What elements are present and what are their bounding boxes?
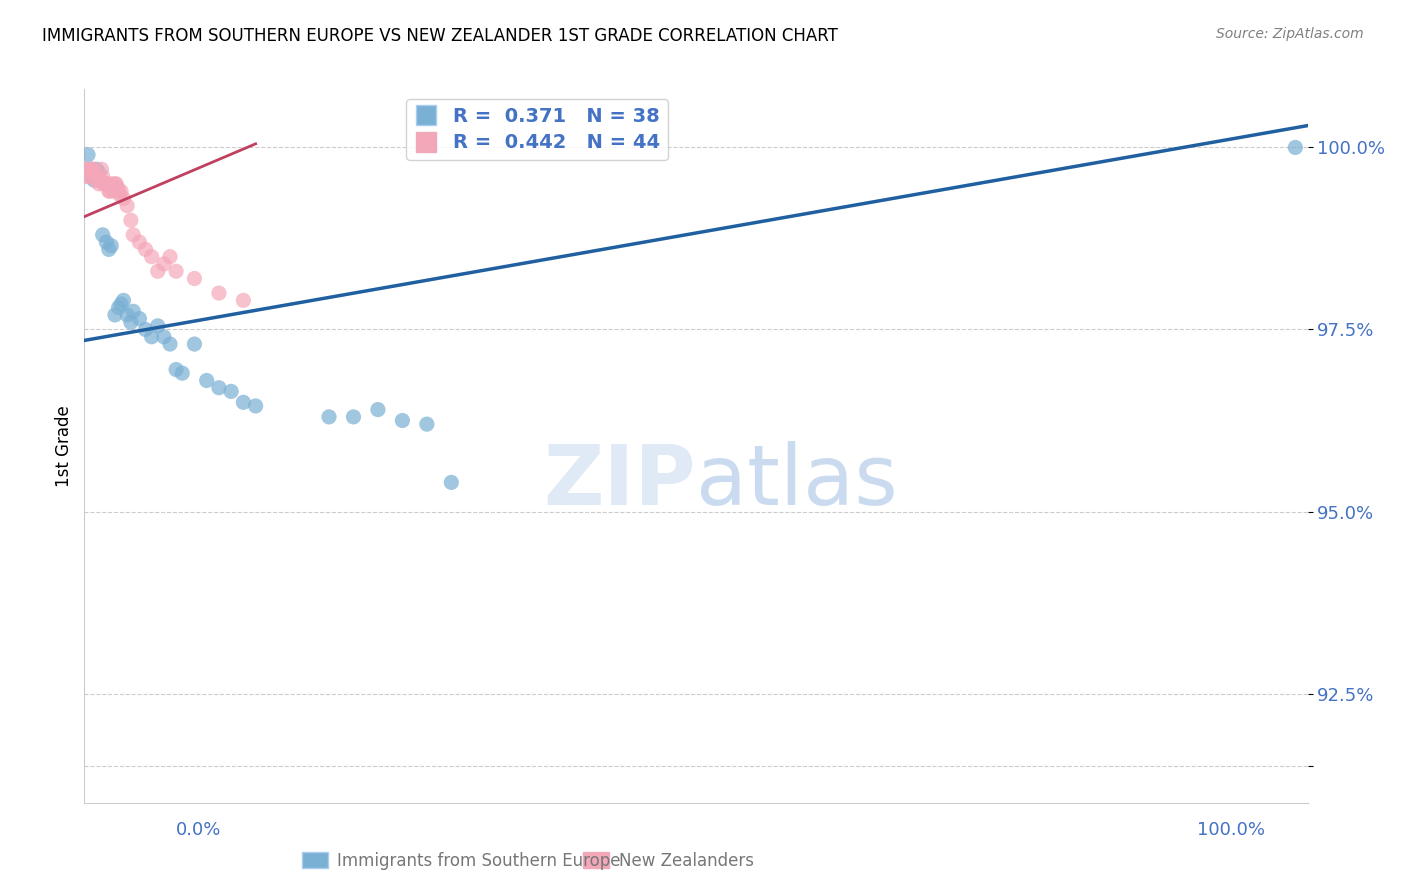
Point [100,239,122,253]
Point [219,384,242,399]
Point [89,173,111,187]
Point [232,395,254,409]
Point [87,169,110,184]
Point [97,177,120,191]
Point [183,337,205,351]
Point [141,330,163,344]
Point [165,264,187,278]
Point [98,184,121,198]
Point [83,173,105,187]
Point [172,366,194,380]
Text: Immigrants from Southern Europe: Immigrants from Southern Europe [337,852,621,870]
Text: 0.0%: 0.0% [176,821,221,838]
Point [367,402,389,417]
Point [115,308,138,322]
Point [135,243,157,257]
Point [208,381,231,395]
Point [75,162,97,177]
Point [79,162,101,177]
Point [110,297,132,311]
Point [165,362,187,376]
Point [195,374,218,388]
Point [100,177,122,191]
Point [96,235,118,249]
Point [416,417,439,432]
Point [79,169,101,184]
Point [80,162,103,177]
Text: Source: ZipAtlas.com: Source: ZipAtlas.com [1216,27,1364,41]
Point [159,337,181,351]
Point [232,293,254,308]
Point [87,177,110,191]
Point [122,227,145,242]
Point [97,243,120,257]
Point [153,257,176,271]
Point [120,213,142,227]
Point [77,162,100,177]
Legend: R =  0.371   N = 38, R =  0.442   N = 44: R = 0.371 N = 38, R = 0.442 N = 44 [406,99,668,161]
Point [93,177,115,191]
Point [91,169,114,184]
Point [159,250,181,264]
Point [120,315,142,329]
Point [391,413,413,427]
Point [105,177,128,191]
Point [104,177,127,191]
Point [97,184,120,198]
Text: ZIP: ZIP [544,442,696,522]
Point [141,250,163,264]
Point [107,301,129,315]
Point [128,311,150,326]
Point [153,330,176,344]
Point [146,264,169,278]
Point [135,322,157,336]
Text: atlas: atlas [696,442,897,522]
Point [108,187,131,202]
Point [77,169,100,184]
Point [110,184,132,198]
Point [245,399,267,413]
Point [86,173,108,187]
Point [80,162,103,177]
Text: New Zealanders: New Zealanders [619,852,754,870]
Point [342,409,364,424]
Point [440,475,463,490]
Point [146,318,169,333]
Point [94,177,117,191]
Point [84,169,107,184]
Point [107,184,129,198]
Point [76,169,98,184]
Point [115,199,138,213]
Point [128,235,150,249]
Point [112,191,135,205]
Point [104,308,127,322]
Y-axis label: 1st Grade: 1st Grade [55,405,73,487]
Point [122,304,145,318]
Point [90,162,112,177]
Text: 100.0%: 100.0% [1198,821,1265,838]
Point [83,162,105,177]
Point [96,177,118,191]
Point [183,271,205,285]
Point [101,180,124,194]
Point [77,147,100,161]
Point [91,227,114,242]
Point [318,409,340,424]
Point [87,166,110,180]
Point [86,162,108,177]
Point [82,166,104,180]
Point [208,286,231,301]
Point [103,184,125,198]
Text: IMMIGRANTS FROM SOUTHERN EUROPE VS NEW ZEALANDER 1ST GRADE CORRELATION CHART: IMMIGRANTS FROM SOUTHERN EUROPE VS NEW Z… [42,27,838,45]
Point [112,293,135,308]
Point [105,180,128,194]
Point [1284,140,1306,154]
